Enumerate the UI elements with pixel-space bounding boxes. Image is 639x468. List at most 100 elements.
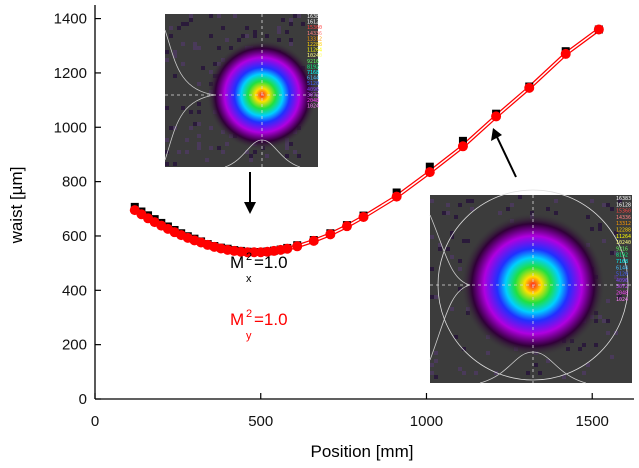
noise-pixel: [169, 34, 173, 38]
noise-pixel: [285, 30, 289, 34]
noise-pixel: [594, 343, 598, 347]
noise-pixel: [538, 371, 542, 375]
point: [491, 111, 501, 121]
point: [359, 212, 369, 222]
noise-pixel: [177, 150, 181, 154]
noise-pixel: [590, 199, 594, 203]
noise-pixel: [486, 351, 490, 355]
noise-pixel: [470, 207, 474, 211]
noise-pixel: [610, 355, 614, 359]
chart: 1638316128153601433613312122881126410240…: [0, 0, 639, 468]
annotation-text: M: [230, 253, 244, 272]
point: [309, 236, 319, 246]
noise-pixel: [606, 331, 610, 335]
noise-pixel: [510, 203, 514, 207]
noise-pixel: [466, 199, 470, 203]
noise-pixel: [289, 142, 293, 146]
point: [425, 167, 435, 177]
y-tick-label: 0: [79, 391, 87, 408]
noise-pixel: [450, 307, 454, 311]
noise-pixel: [438, 247, 442, 251]
noise-pixel: [185, 22, 189, 26]
noise-pixel: [217, 14, 221, 18]
colorbar-label: 3072: [616, 284, 628, 290]
noise-pixel: [217, 46, 221, 50]
noise-pixel: [554, 199, 558, 203]
noise-pixel: [249, 154, 253, 158]
noise-pixel: [598, 227, 602, 231]
noise-pixel: [253, 150, 257, 154]
noise-pixel: [253, 34, 257, 38]
noise-pixel: [289, 38, 293, 42]
noise-pixel: [285, 146, 289, 150]
point: [342, 221, 352, 231]
noise-pixel: [518, 195, 522, 199]
noise-pixel: [217, 146, 221, 150]
noise-pixel: [293, 14, 297, 18]
noise-pixel: [610, 251, 614, 255]
noise-pixel: [173, 162, 177, 166]
y-tick-label: 1200: [54, 65, 87, 82]
noise-pixel: [289, 22, 293, 26]
colorbar-label: 16383: [616, 196, 631, 202]
noise-pixel: [602, 239, 606, 243]
noise-pixel: [165, 58, 169, 62]
colorbar-label: 2048: [616, 291, 628, 297]
noise-pixel: [241, 34, 245, 38]
point: [392, 192, 402, 202]
noise-pixel: [249, 158, 253, 162]
noise-pixel: [197, 102, 201, 106]
annotation-sup: 2: [246, 251, 252, 263]
noise-pixel: [189, 14, 193, 18]
noise-pixel: [189, 18, 193, 22]
noise-pixel: [165, 50, 169, 54]
noise-pixel: [297, 14, 301, 18]
noise-pixel: [430, 267, 434, 271]
noise-pixel: [253, 30, 257, 34]
colorbar-label: 10240: [616, 240, 631, 246]
noise-pixel: [189, 126, 193, 130]
noise-pixel: [458, 259, 462, 263]
noise-pixel: [534, 363, 538, 367]
colorbar-label: 13312: [616, 221, 631, 227]
noise-pixel: [197, 82, 201, 86]
noise-pixel: [285, 154, 289, 158]
colorbar-label: 1024: [616, 297, 628, 303]
annotation-rest: =1.0: [254, 253, 288, 272]
noise-pixel: [297, 154, 301, 158]
y-axis-label: waist [µm]: [7, 167, 26, 245]
noise-pixel: [578, 347, 582, 351]
noise-pixel: [458, 267, 462, 271]
noise-pixel: [197, 110, 201, 114]
noise-pixel: [289, 42, 293, 46]
point: [594, 24, 604, 34]
colorbar-label: 4096: [616, 278, 628, 284]
noise-pixel: [450, 255, 454, 259]
noise-pixel: [205, 158, 209, 162]
noise-pixel: [446, 247, 450, 251]
noise-pixel: [193, 42, 197, 46]
noise-pixel: [442, 211, 446, 215]
colorbar-label: 5120: [616, 272, 628, 278]
noise-pixel: [265, 154, 269, 158]
noise-pixel: [434, 359, 438, 363]
colorbar-label: 9216: [616, 246, 628, 252]
noise-pixel: [169, 26, 173, 30]
x-tick-label: 1500: [576, 413, 609, 430]
noise-pixel: [277, 38, 281, 42]
x-tick-label: 0: [91, 413, 99, 430]
noise-pixel: [197, 134, 201, 138]
noise-pixel: [245, 34, 249, 38]
noise-pixel: [193, 122, 197, 126]
annotation-sub: y: [246, 330, 252, 342]
noise-pixel: [185, 150, 189, 154]
noise-pixel: [446, 203, 450, 207]
noise-pixel: [434, 295, 438, 299]
noise-pixel: [165, 106, 169, 110]
noise-pixel: [430, 199, 434, 203]
y-tick-label: 200: [62, 337, 87, 354]
noise-pixel: [430, 235, 434, 239]
colorbar-label: 16128: [616, 202, 631, 208]
